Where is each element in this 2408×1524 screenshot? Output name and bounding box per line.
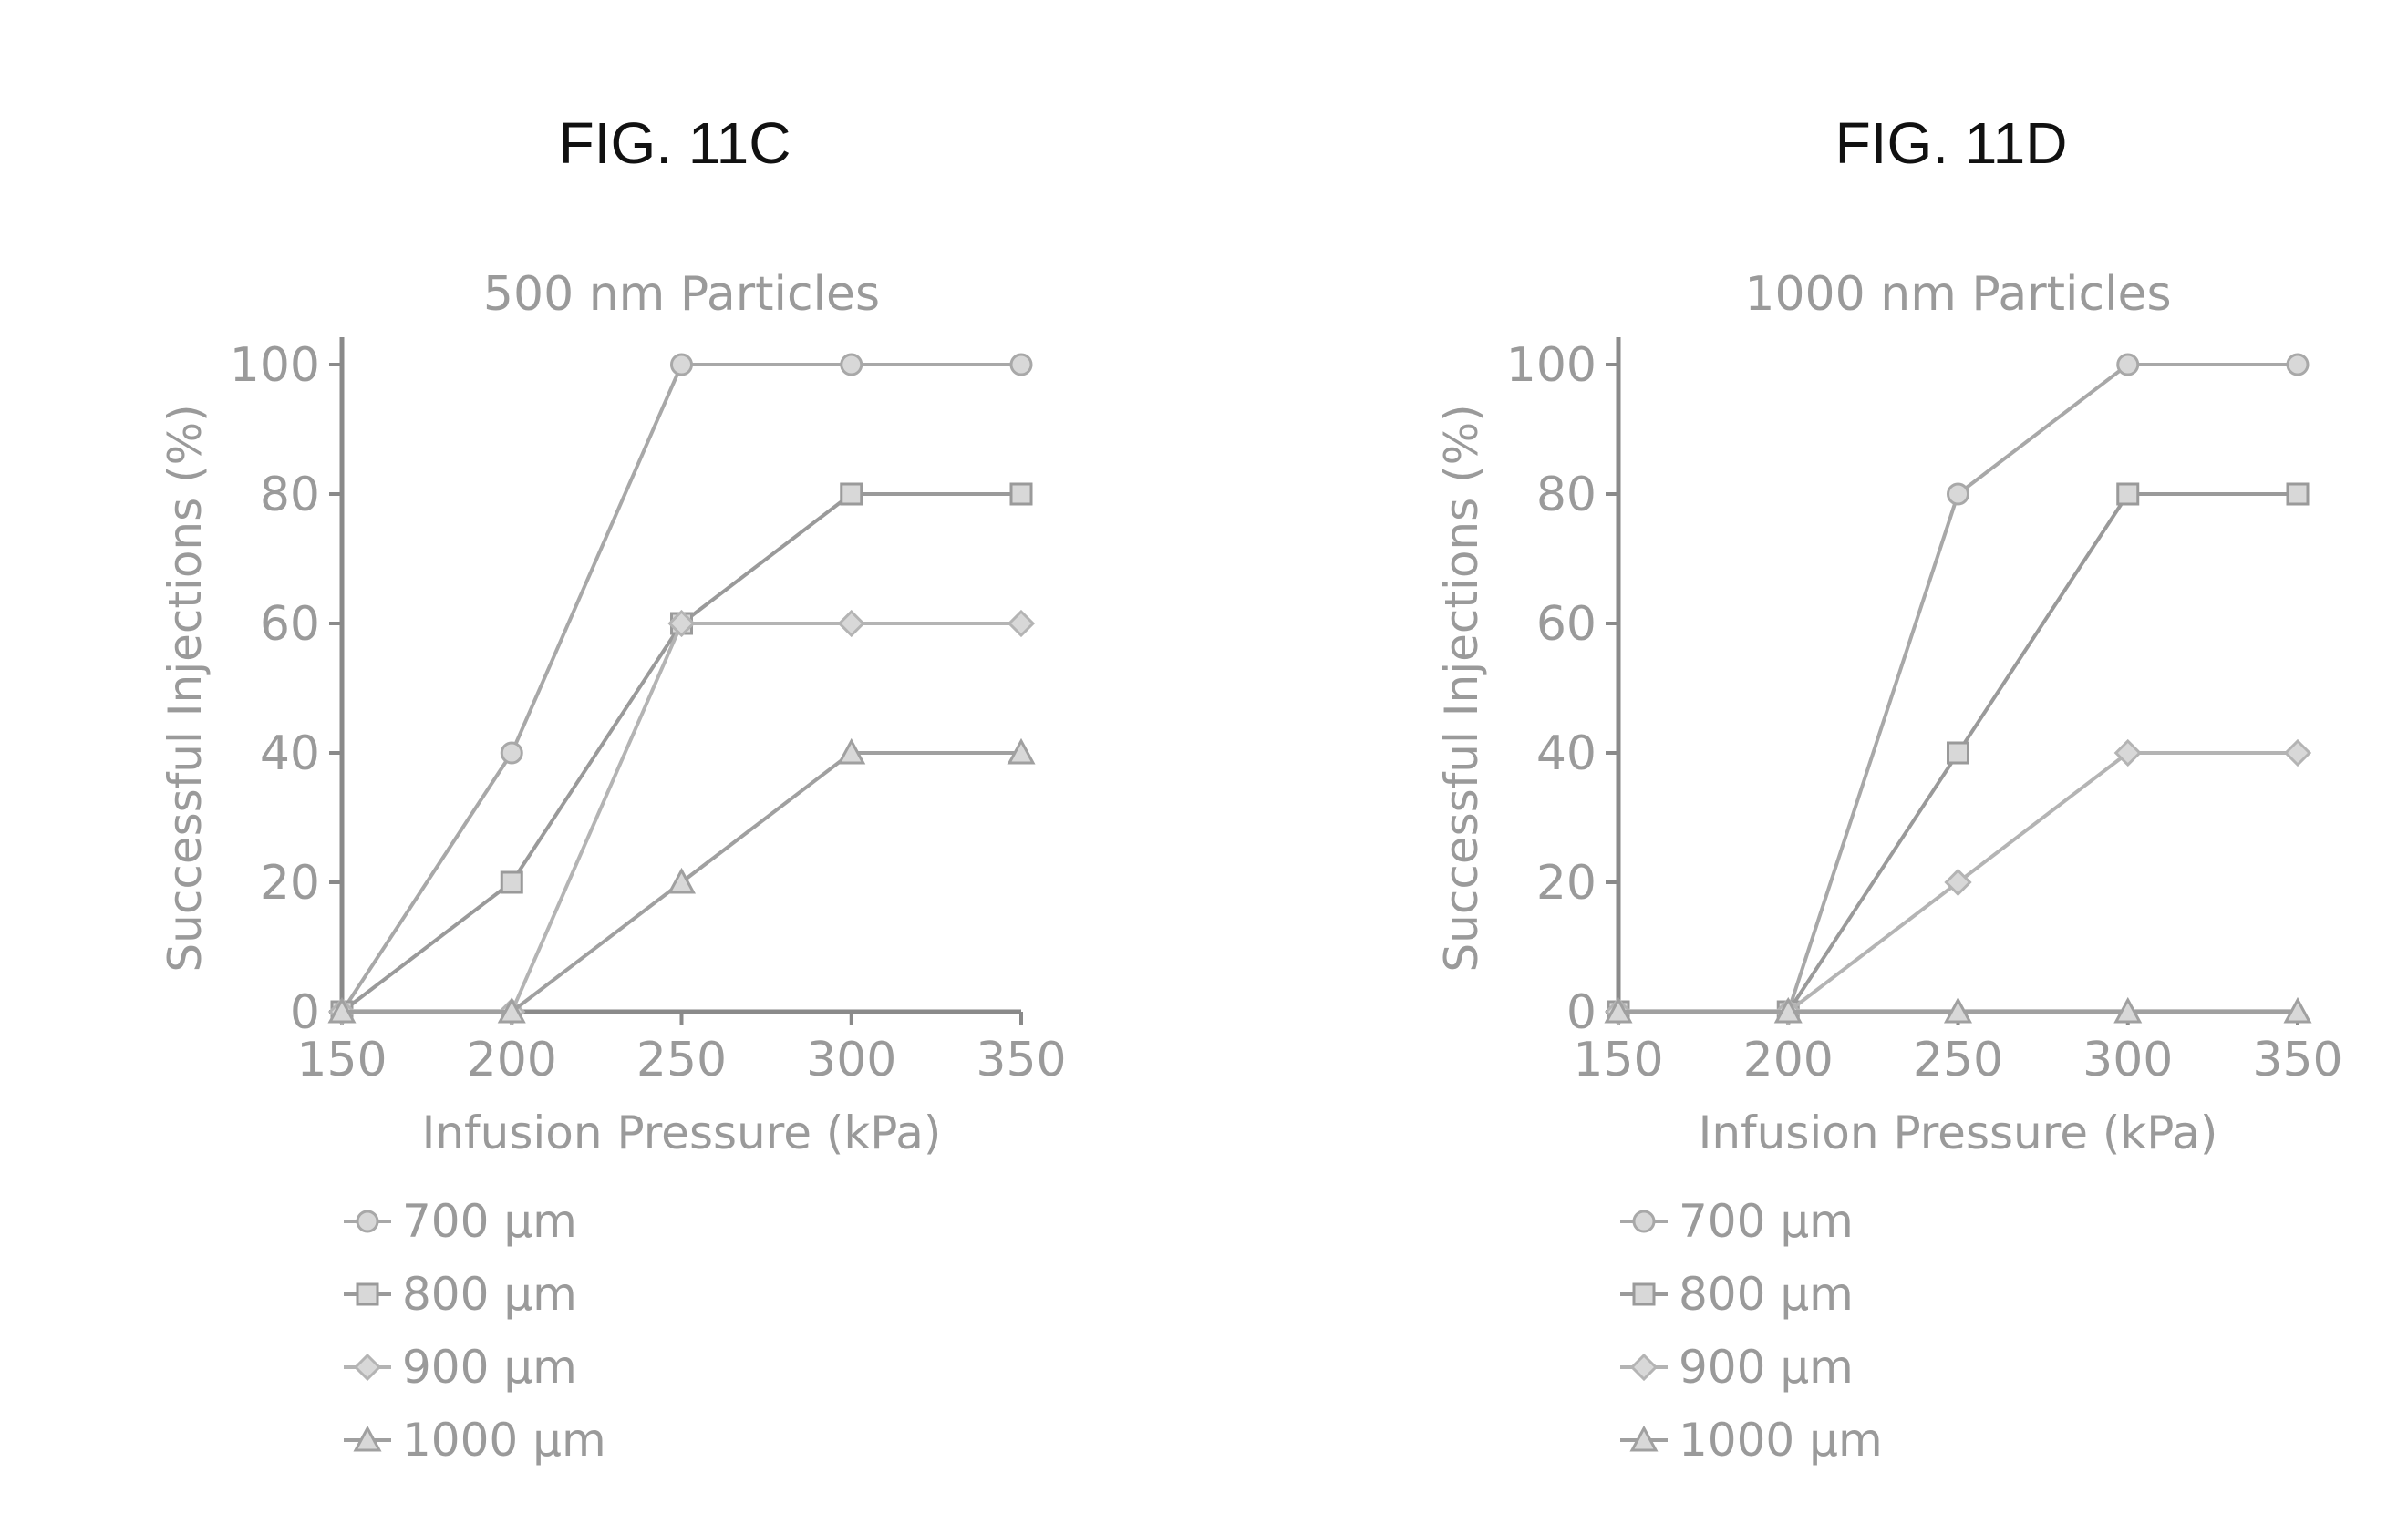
legend-swatch [1618,1208,1669,1235]
chart-title: 1000 nm Particles [1744,267,2171,322]
legend-item: 700 µm [342,1185,606,1258]
series-line [342,365,1021,1012]
y-tick-label: 40 [1536,726,1597,781]
line-chart-1000nm: 1000 nm Particles Successful Injections (… [1204,0,2407,1185]
data-point [2286,741,2310,765]
legend-marker [357,1211,377,1231]
legend-label: 1000 µm [402,1414,606,1467]
data-point [2118,355,2138,375]
x-axis-label: Infusion Pressure (kPa) [422,1107,942,1159]
y-tick-label: 100 [1506,338,1597,393]
data-point [2288,484,2308,504]
x-tick-label: 250 [636,1033,727,1087]
legend-swatch [1618,1281,1669,1308]
legend-swatch [1618,1426,1669,1454]
y-tick-label: 80 [260,468,320,522]
series-900-m [330,612,1033,1024]
legend-swatch [342,1208,393,1235]
series-line [1618,365,2298,1012]
legend-item: 1000 µm [342,1404,606,1477]
x-tick-label: 250 [1913,1033,2003,1087]
legend-label: 800 µm [1679,1268,1854,1321]
y-axis-label: Successful Injections (%) [1435,404,1488,972]
series-line [342,623,1021,1012]
data-point [2288,355,2308,375]
series-900-m [1607,741,2310,1024]
x-axis-label: Infusion Pressure (kPa) [1699,1107,2218,1159]
chart-panel-11c: FIG. 11C 500 nm ParticlesSuccessful Inje… [0,0,1204,1524]
data-point [672,355,692,375]
y-tick-label: 40 [260,726,320,781]
data-point [501,743,522,763]
data-point [1948,484,1969,504]
x-tick-label: 350 [976,1033,1066,1087]
chart-legend: 700 µm 800 µm 900 µm 1000 µm [1618,1185,1883,1477]
legend-marker [1632,1355,1656,1379]
y-tick-label: 80 [1536,468,1597,522]
series-1000-m [330,741,1033,1022]
legend-label: 700 µm [402,1195,577,1248]
legend-label: 900 µm [402,1341,577,1394]
y-tick-label: 20 [1536,856,1597,911]
data-point [1948,743,1969,763]
data-point [842,484,862,504]
legend-label: 800 µm [402,1268,577,1321]
y-axis-label: Successful Injections (%) [159,404,212,972]
legend-swatch [342,1426,393,1454]
legend-marker [1634,1284,1654,1304]
legend-marker [1634,1211,1654,1231]
legend-label: 900 µm [1679,1341,1854,1394]
legend-label: 700 µm [1679,1195,1854,1248]
legend-swatch [342,1281,393,1308]
legend-swatch [342,1354,393,1381]
series-700-m [332,355,1031,1022]
series-1000-m [1607,1000,2310,1022]
x-tick-label: 200 [467,1033,557,1087]
legend-marker [357,1284,377,1304]
data-point [1011,484,1031,504]
x-tick-label: 350 [2252,1033,2342,1087]
x-tick-label: 200 [1743,1033,1834,1087]
line-chart-500nm: 500 nm Particles Successful Injections (%… [0,0,1204,1185]
legend-item: 1000 µm [1618,1404,1883,1477]
legend-marker [356,1355,379,1379]
legend-item: 800 µm [1618,1258,1883,1331]
x-tick-label: 150 [296,1033,387,1087]
data-point [501,872,522,892]
legend-item: 900 µm [1618,1331,1883,1404]
y-tick-label: 0 [1566,985,1597,1040]
legend-item: 700 µm [1618,1185,1883,1258]
x-tick-label: 300 [806,1033,896,1087]
y-tick-label: 60 [1536,597,1597,652]
chart-legend: 700 µm 800 µm 900 µm 1000 µm [342,1185,606,1477]
data-point [842,355,862,375]
series-700-m [1608,355,2308,1022]
chart-panel-11d: FIG. 11D 1000 nm ParticlesSuccessful Inj… [1204,0,2407,1524]
legend-swatch [1618,1354,1669,1381]
data-point [840,612,863,635]
legend-item: 900 µm [342,1331,606,1404]
y-tick-label: 20 [260,856,320,911]
y-tick-label: 0 [290,985,320,1040]
data-point [2118,484,2138,504]
chart-title: 500 nm Particles [483,267,880,322]
data-point [1011,355,1031,375]
y-tick-label: 60 [260,597,320,652]
legend-label: 1000 µm [1679,1414,1883,1467]
y-tick-label: 100 [230,338,320,393]
x-tick-label: 150 [1573,1033,1663,1087]
data-point [1009,612,1033,635]
legend-item: 800 µm [342,1258,606,1331]
x-tick-label: 300 [2082,1033,2173,1087]
